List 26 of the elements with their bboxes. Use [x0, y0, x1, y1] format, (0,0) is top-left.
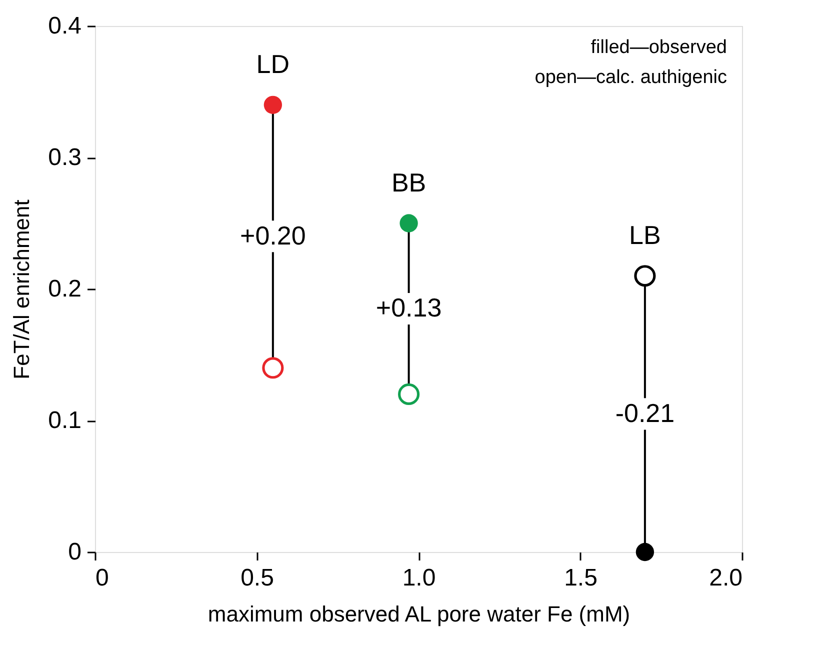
x-tick-label: 0: [96, 564, 109, 592]
point: [398, 383, 420, 405]
x-tick-label: 0.5: [240, 564, 274, 592]
point: [634, 265, 656, 287]
annotation: BB: [391, 167, 426, 198]
y-tick-label: 0.2: [48, 276, 82, 302]
annotation: +0.20: [240, 220, 306, 250]
y-tick-label: 0.3: [48, 144, 82, 171]
point: [400, 214, 418, 232]
annotation: LD: [256, 48, 290, 79]
point: [262, 357, 284, 379]
text: filled—observed: [590, 37, 727, 58]
y-tick-label: 0.1: [48, 407, 82, 434]
annotation: +0.13: [376, 292, 442, 323]
annotation: LB: [629, 220, 661, 250]
point: [636, 542, 654, 562]
y-axis-title: FeT/Al enrichment: [9, 200, 34, 380]
point: [264, 96, 282, 114]
text: open—calc. authigenic: [534, 67, 727, 88]
y-tick-label: 0.4: [48, 12, 82, 40]
x-tick-label: 1.0: [402, 564, 436, 592]
x-tick-label: 2.0: [709, 564, 742, 592]
annotation: -0.21: [615, 398, 675, 428]
x-tick-label: 1.5: [564, 564, 598, 592]
y-tick-label: 0: [68, 538, 82, 566]
x-axis-title: maximum observed AL pore water Fe (mM): [208, 602, 630, 626]
